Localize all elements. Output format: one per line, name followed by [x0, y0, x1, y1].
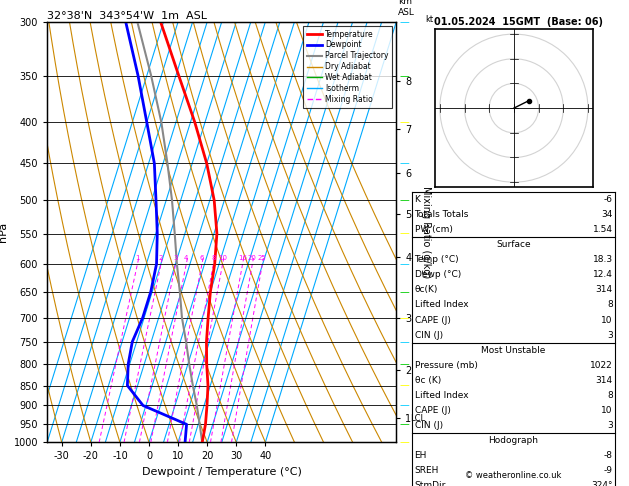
- Text: Pressure (mb): Pressure (mb): [415, 361, 477, 370]
- Text: EH: EH: [415, 451, 427, 460]
- Text: 1022: 1022: [590, 361, 613, 370]
- Text: 10: 10: [601, 406, 613, 415]
- Text: -6: -6: [604, 195, 613, 204]
- Text: CIN (J): CIN (J): [415, 421, 443, 430]
- Text: 314: 314: [596, 285, 613, 295]
- Text: km
ASL: km ASL: [398, 0, 415, 17]
- Text: CAPE (J): CAPE (J): [415, 406, 450, 415]
- Text: Temp (°C): Temp (°C): [415, 255, 459, 264]
- Y-axis label: Mixing Ratio (g/kg): Mixing Ratio (g/kg): [421, 186, 431, 278]
- Text: 12.4: 12.4: [593, 270, 613, 279]
- Text: PW (cm): PW (cm): [415, 225, 452, 234]
- Text: Surface: Surface: [496, 240, 531, 249]
- Text: 6: 6: [200, 255, 204, 260]
- Text: 1: 1: [135, 255, 140, 260]
- Text: 20: 20: [248, 255, 257, 260]
- Text: —: —: [399, 228, 409, 239]
- Text: 314: 314: [596, 376, 613, 385]
- Text: © weatheronline.co.uk: © weatheronline.co.uk: [465, 471, 562, 480]
- Text: 34: 34: [601, 210, 613, 219]
- Text: 3: 3: [607, 421, 613, 430]
- Text: —: —: [399, 381, 409, 391]
- Text: θᴄ (K): θᴄ (K): [415, 376, 441, 385]
- X-axis label: Dewpoint / Temperature (°C): Dewpoint / Temperature (°C): [142, 467, 302, 477]
- Text: Totals Totals: Totals Totals: [415, 210, 469, 219]
- Text: Dewp (°C): Dewp (°C): [415, 270, 461, 279]
- Text: —: —: [399, 312, 409, 323]
- Text: LCL: LCL: [410, 414, 425, 423]
- Text: —: —: [399, 17, 409, 27]
- Text: CIN (J): CIN (J): [415, 330, 443, 340]
- Text: 32°38'N  343°54'W  1m  ASL: 32°38'N 343°54'W 1m ASL: [47, 11, 207, 21]
- Text: -8: -8: [604, 451, 613, 460]
- Text: —: —: [399, 195, 409, 205]
- Text: -9: -9: [604, 466, 613, 475]
- Text: 1.54: 1.54: [593, 225, 613, 234]
- Text: —: —: [399, 359, 409, 369]
- Text: θᴄ(K): θᴄ(K): [415, 285, 438, 295]
- Text: —: —: [399, 437, 409, 447]
- Text: —: —: [399, 337, 409, 347]
- Text: 3: 3: [174, 255, 178, 260]
- Text: —: —: [399, 158, 409, 169]
- Text: —: —: [399, 400, 409, 411]
- Text: StmDir: StmDir: [415, 481, 446, 486]
- Text: kt: kt: [425, 16, 433, 24]
- Text: 18.3: 18.3: [593, 255, 613, 264]
- Text: —: —: [399, 419, 409, 429]
- Text: 2: 2: [159, 255, 163, 260]
- Text: 16: 16: [238, 255, 247, 260]
- Text: 3: 3: [607, 330, 613, 340]
- Text: Lifted Index: Lifted Index: [415, 300, 468, 310]
- Text: 25: 25: [258, 255, 267, 260]
- Legend: Temperature, Dewpoint, Parcel Trajectory, Dry Adiabat, Wet Adiabat, Isotherm, Mi: Temperature, Dewpoint, Parcel Trajectory…: [303, 26, 392, 108]
- Text: 8: 8: [211, 255, 216, 260]
- Y-axis label: hPa: hPa: [0, 222, 8, 242]
- Text: —: —: [399, 70, 409, 81]
- Text: CAPE (J): CAPE (J): [415, 315, 450, 325]
- Text: 10: 10: [601, 315, 613, 325]
- Text: 10: 10: [218, 255, 227, 260]
- Text: 324°: 324°: [591, 481, 613, 486]
- Text: —: —: [399, 259, 409, 269]
- Text: Lifted Index: Lifted Index: [415, 391, 468, 400]
- Text: K: K: [415, 195, 420, 204]
- Text: Hodograph: Hodograph: [489, 436, 538, 445]
- Text: 8: 8: [607, 391, 613, 400]
- Text: Most Unstable: Most Unstable: [481, 346, 546, 355]
- Text: 01.05.2024  15GMT  (Base: 06): 01.05.2024 15GMT (Base: 06): [435, 17, 603, 27]
- Text: SREH: SREH: [415, 466, 439, 475]
- Text: —: —: [399, 287, 409, 297]
- Text: 8: 8: [607, 300, 613, 310]
- Text: 4: 4: [184, 255, 189, 260]
- Text: —: —: [399, 117, 409, 127]
